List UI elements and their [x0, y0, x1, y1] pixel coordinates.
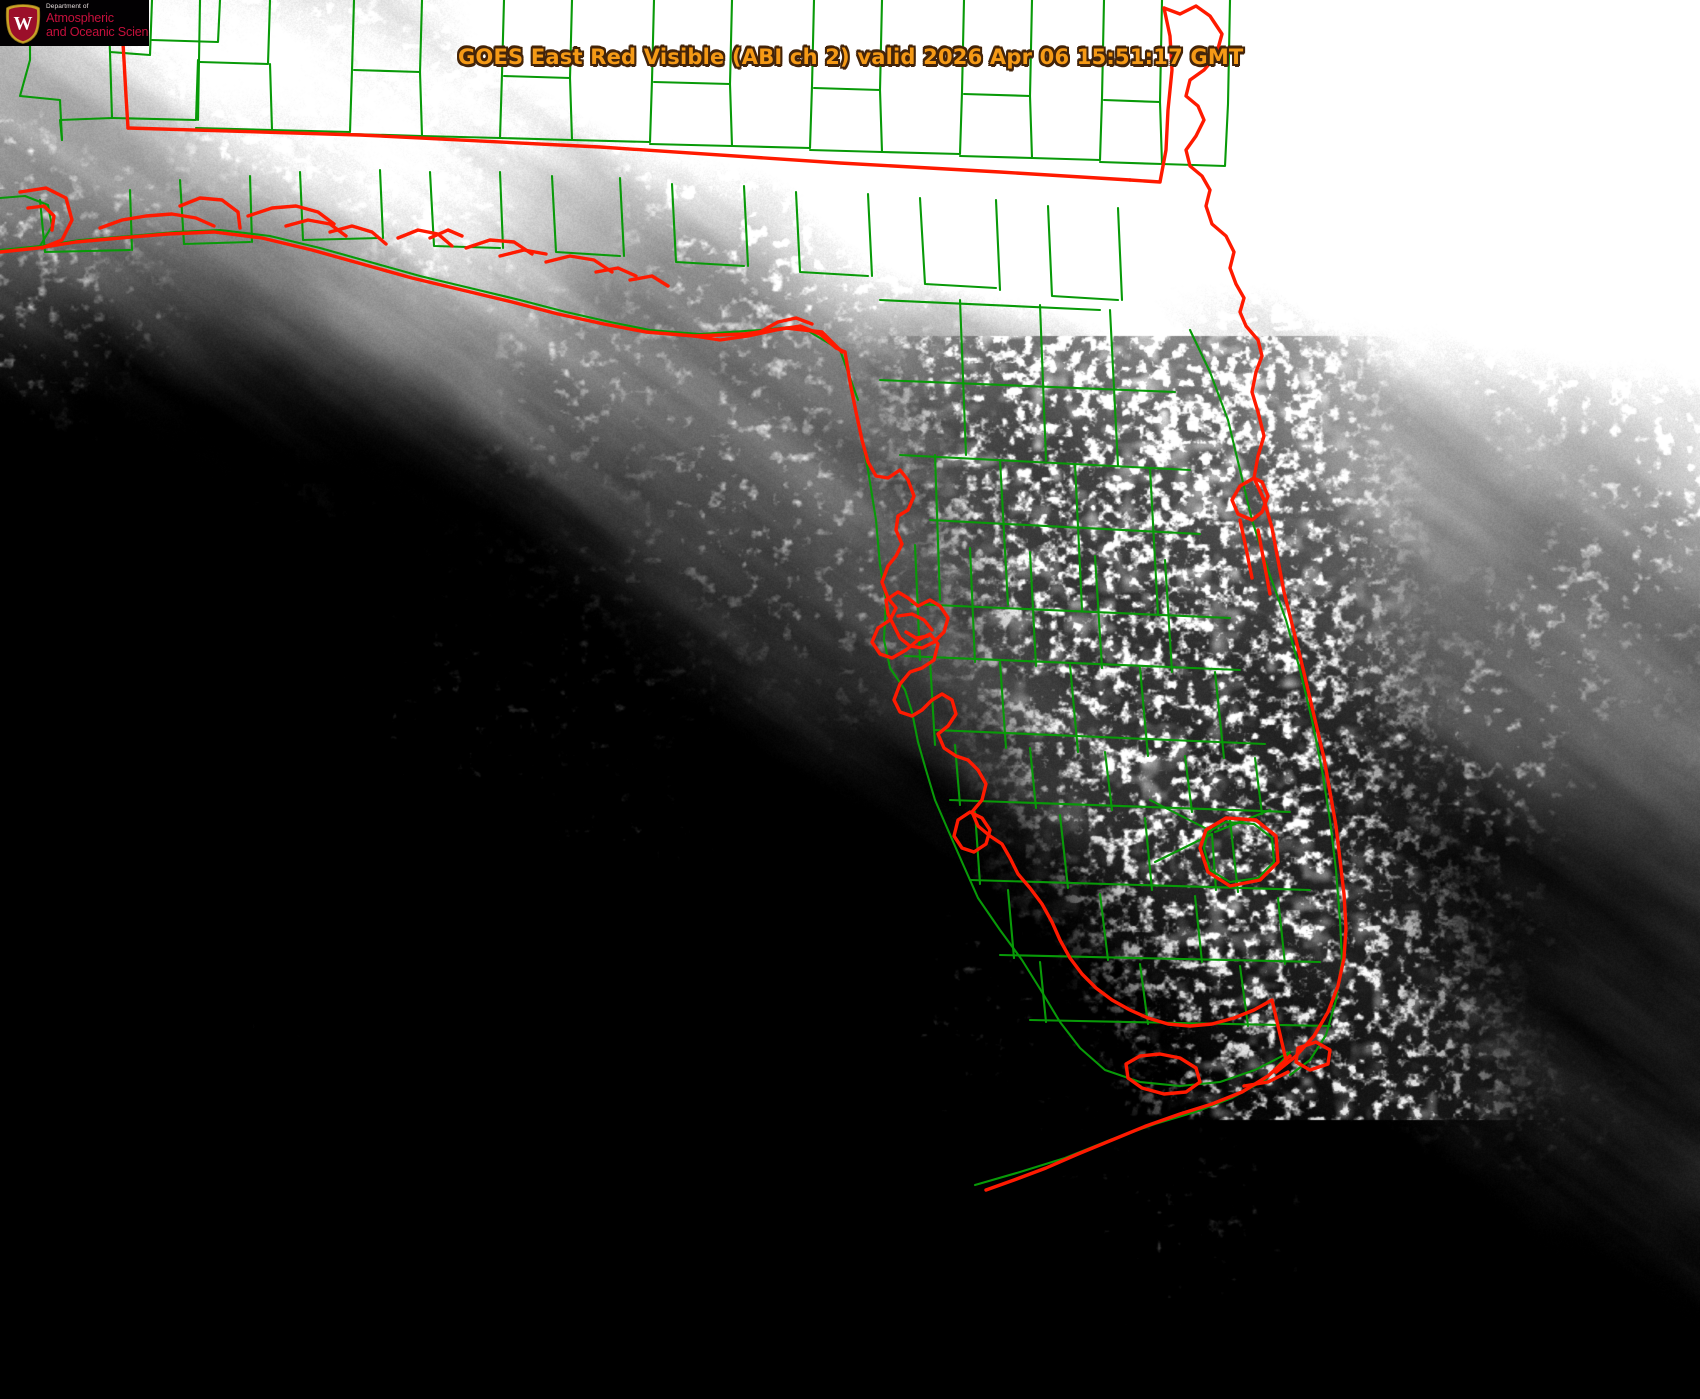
- uw-aos-logo: W Department of Atmospheric and Oceanic …: [0, 0, 149, 46]
- logo-text-block: Department of Atmospheric and Oceanic Sc…: [46, 2, 149, 44]
- logo-line-oceanic: and Oceanic Sciences: [46, 25, 149, 39]
- coastline-and-state-borders: [0, 4, 1348, 1192]
- svg-text:W: W: [14, 14, 33, 35]
- county-border-lines: [0, 0, 1344, 1187]
- logo-line-atmospheric: Atmospheric: [46, 11, 114, 25]
- logo-department-label: Department of: [46, 3, 89, 10]
- uw-crest-icon: W: [5, 4, 41, 44]
